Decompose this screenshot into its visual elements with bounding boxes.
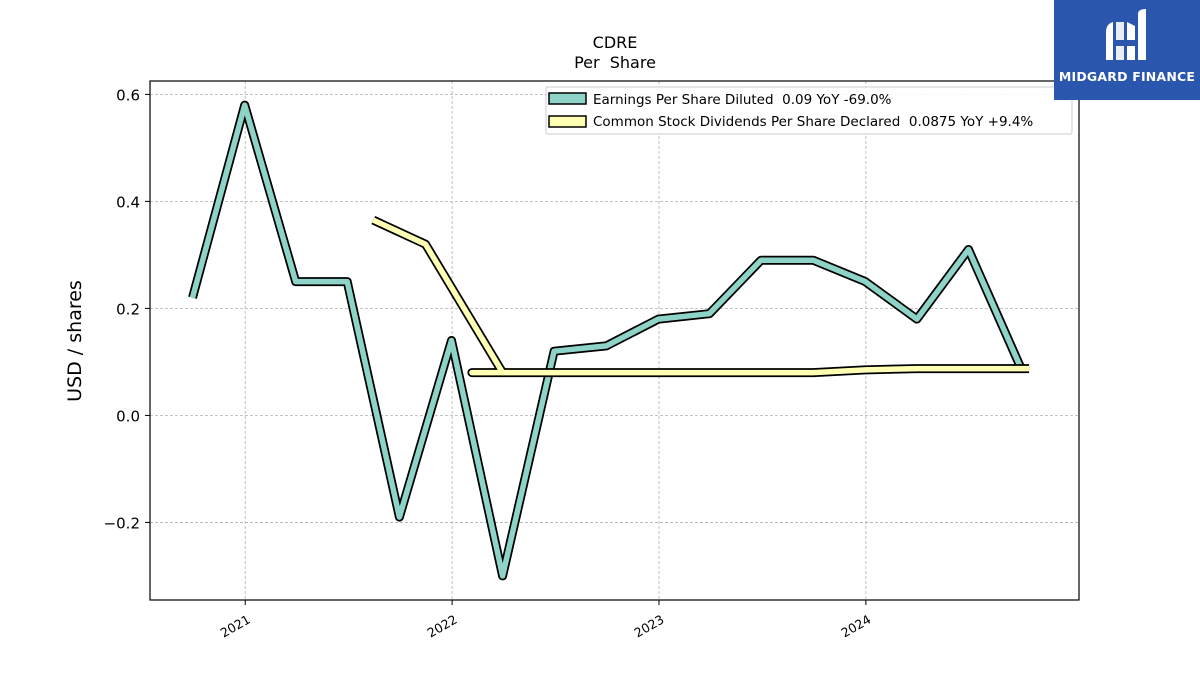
y-tick-label: −0.2 [104, 514, 140, 532]
y-tick-label: 0.2 [116, 300, 140, 318]
brand-name: MIDGARD FINANCE [1058, 69, 1196, 84]
legend-swatch-dividends [548, 115, 587, 128]
x-tick-label: 2024 [838, 612, 873, 641]
y-axis-label: USD / shares [64, 280, 86, 402]
x-tick-label: 2023 [631, 612, 666, 641]
dividends-line [372, 217, 1030, 376]
grid [150, 81, 1079, 600]
y-tick-label: 0.6 [116, 86, 140, 104]
eps-line [189, 102, 1024, 579]
y-tick-label: 0.4 [116, 193, 140, 211]
x-tick-label: 2021 [218, 612, 253, 641]
y-tick-label: 0.0 [116, 407, 140, 425]
plot-frame [149, 80, 1080, 601]
chart-subtitle: Per Share [574, 53, 656, 72]
legend-box [545, 86, 1073, 135]
axes: 0.6 0.4 0.2 0.0 −0.2 2021 2022 2023 2024 [104, 86, 874, 640]
legend-label-eps: Earnings Per Share Diluted 0.09 YoY -69.… [593, 92, 892, 108]
brand-logo: MIDGARD FINANCE [1054, 0, 1200, 100]
x-tick-label: 2022 [425, 612, 460, 641]
legend: Earnings Per Share Diluted 0.09 YoY -69.… [545, 86, 1073, 135]
eps-line-outline [188, 100, 1025, 581]
midgard-logo-icon [1106, 9, 1146, 60]
series-lines [188, 100, 1030, 581]
legend-swatch-eps [548, 92, 587, 105]
chart-title: CDRE [593, 33, 638, 52]
legend-label-dividends: Common Stock Dividends Per Share Declare… [593, 114, 1033, 130]
